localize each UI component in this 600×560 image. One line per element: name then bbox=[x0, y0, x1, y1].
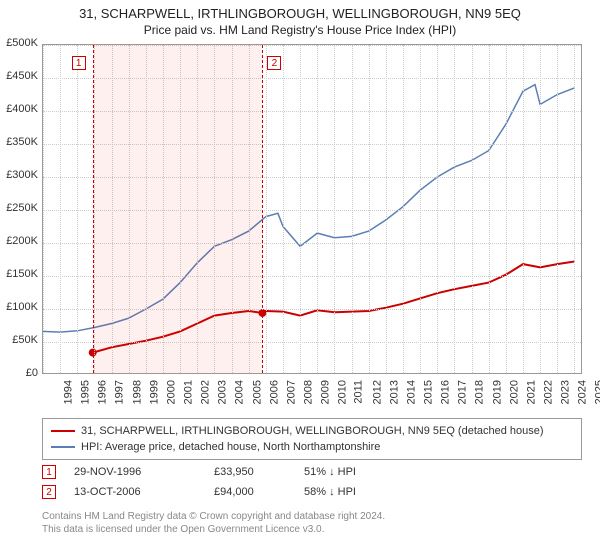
x-tick-label: 2022 bbox=[542, 380, 554, 404]
x-tick-label: 2003 bbox=[217, 380, 229, 404]
event-number-box: 2 bbox=[42, 485, 56, 499]
x-tick-label: 1996 bbox=[97, 380, 109, 404]
x-tick-label: 2023 bbox=[560, 380, 572, 404]
x-tick-label: 2025 bbox=[594, 380, 600, 404]
gridline-v bbox=[43, 45, 44, 373]
x-tick-label: 1997 bbox=[114, 380, 126, 404]
gridline-v bbox=[557, 45, 558, 373]
y-tick-label: £300K bbox=[0, 169, 38, 181]
x-tick-label: 1999 bbox=[148, 380, 160, 404]
event-marker-box: 1 bbox=[72, 56, 86, 70]
x-tick-label: 1994 bbox=[62, 380, 74, 404]
x-tick-label: 2005 bbox=[251, 380, 263, 404]
gridline-v bbox=[60, 45, 61, 373]
legend: 31, SCHARPWELL, IRTHLINGBOROUGH, WELLING… bbox=[42, 418, 582, 460]
gridline-v bbox=[437, 45, 438, 373]
y-tick-label: £500K bbox=[0, 37, 38, 49]
x-tick-label: 2008 bbox=[302, 380, 314, 404]
y-tick-label: £350K bbox=[0, 136, 38, 148]
gridline-v bbox=[334, 45, 335, 373]
x-tick-label: 2015 bbox=[422, 380, 434, 404]
plot-area bbox=[42, 44, 582, 374]
legend-label: 31, SCHARPWELL, IRTHLINGBOROUGH, WELLING… bbox=[81, 423, 544, 439]
x-tick-label: 2000 bbox=[165, 380, 177, 404]
chart-container: 31, SCHARPWELL, IRTHLINGBOROUGH, WELLING… bbox=[0, 0, 600, 560]
event-hpi-relation: 51% ↓ HPI bbox=[304, 466, 424, 478]
footer-line2: This data is licensed under the Open Gov… bbox=[42, 523, 385, 536]
shaded-ownership-band bbox=[93, 45, 263, 373]
gridline-v bbox=[540, 45, 541, 373]
y-tick-label: £100K bbox=[0, 301, 38, 313]
chart-title-address: 31, SCHARPWELL, IRTHLINGBOROUGH, WELLING… bbox=[10, 6, 590, 21]
x-tick-label: 1998 bbox=[131, 380, 143, 404]
event-row: 2 13-OCT-2006£94,00058% ↓ HPI bbox=[42, 482, 424, 502]
x-tick-label: 2004 bbox=[234, 380, 246, 404]
event-price: £33,950 bbox=[214, 466, 304, 478]
x-tick-label: 2019 bbox=[491, 380, 503, 404]
legend-swatch bbox=[51, 446, 75, 448]
x-tick-label: 2024 bbox=[577, 380, 589, 404]
x-tick-label: 2001 bbox=[182, 380, 194, 404]
y-tick-label: £200K bbox=[0, 235, 38, 247]
x-tick-label: 2010 bbox=[337, 380, 349, 404]
legend-item: HPI: Average price, detached house, Nort… bbox=[51, 439, 573, 455]
legend-label: HPI: Average price, detached house, Nort… bbox=[81, 439, 380, 455]
gridline-v bbox=[369, 45, 370, 373]
x-tick-label: 2007 bbox=[285, 380, 297, 404]
gridline-v bbox=[574, 45, 575, 373]
x-tick-label: 2017 bbox=[457, 380, 469, 404]
event-date: 29-NOV-1996 bbox=[74, 466, 214, 478]
event-marker-box: 2 bbox=[267, 56, 281, 70]
x-tick-label: 2020 bbox=[508, 380, 520, 404]
gridline-v bbox=[266, 45, 267, 373]
x-tick-label: 2009 bbox=[320, 380, 332, 404]
x-tick-label: 2013 bbox=[388, 380, 400, 404]
gridline-v bbox=[523, 45, 524, 373]
gridline-v bbox=[283, 45, 284, 373]
x-tick-label: 2011 bbox=[353, 380, 365, 404]
gridline-v bbox=[77, 45, 78, 373]
x-tick-label: 2014 bbox=[405, 380, 417, 404]
gridline-v bbox=[506, 45, 507, 373]
x-tick-label: 1995 bbox=[80, 380, 92, 404]
x-tick-label: 2002 bbox=[200, 380, 212, 404]
gridline-v bbox=[317, 45, 318, 373]
y-tick-label: £450K bbox=[0, 70, 38, 82]
gridline-v bbox=[403, 45, 404, 373]
event-marker-line bbox=[262, 45, 263, 373]
x-tick-label: 2012 bbox=[371, 380, 383, 404]
footer-attribution: Contains HM Land Registry data © Crown c… bbox=[42, 510, 385, 536]
y-tick-label: £150K bbox=[0, 268, 38, 280]
event-marker-line bbox=[93, 45, 94, 373]
x-tick-label: 2018 bbox=[474, 380, 486, 404]
chart-titles: 31, SCHARPWELL, IRTHLINGBOROUGH, WELLING… bbox=[0, 0, 600, 39]
y-tick-label: £400K bbox=[0, 103, 38, 115]
gridline-v bbox=[386, 45, 387, 373]
gridline-v bbox=[454, 45, 455, 373]
gridline-v bbox=[489, 45, 490, 373]
event-price: £94,000 bbox=[214, 486, 304, 498]
event-hpi-relation: 58% ↓ HPI bbox=[304, 486, 424, 498]
event-table: 1 29-NOV-1996£33,95051% ↓ HPI 2 13-OCT-2006… bbox=[42, 462, 424, 502]
x-tick-label: 2016 bbox=[440, 380, 452, 404]
gridline-v bbox=[472, 45, 473, 373]
footer-line1: Contains HM Land Registry data © Crown c… bbox=[42, 510, 385, 523]
y-tick-label: £50K bbox=[0, 334, 38, 346]
y-tick-label: £250K bbox=[0, 202, 38, 214]
x-tick-label: 2006 bbox=[268, 380, 280, 404]
legend-swatch bbox=[51, 430, 75, 432]
event-date: 13-OCT-2006 bbox=[74, 486, 214, 498]
event-number-box: 1 bbox=[42, 465, 56, 479]
gridline-v bbox=[420, 45, 421, 373]
y-tick-label: £0 bbox=[0, 367, 38, 379]
event-row: 1 29-NOV-1996£33,95051% ↓ HPI bbox=[42, 462, 424, 482]
gridline-v bbox=[300, 45, 301, 373]
x-tick-label: 2021 bbox=[525, 380, 537, 404]
chart-subtitle: Price paid vs. HM Land Registry's House … bbox=[10, 23, 590, 37]
gridline-v bbox=[352, 45, 353, 373]
legend-item: 31, SCHARPWELL, IRTHLINGBOROUGH, WELLING… bbox=[51, 423, 573, 439]
